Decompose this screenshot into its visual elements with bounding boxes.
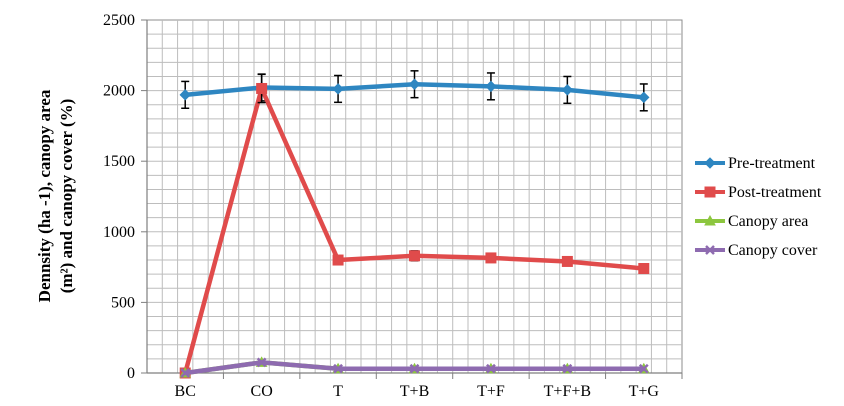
data-point (180, 368, 191, 378)
legend-swatch-marker (704, 157, 716, 169)
data-point (485, 252, 497, 264)
marker-stroke (705, 245, 715, 255)
y-tick-label: 2500 (103, 12, 135, 29)
x-tick-label: T+B (400, 383, 429, 400)
data-point (638, 263, 650, 275)
series-canopy-cover (180, 357, 649, 378)
marker-stroke (486, 363, 496, 374)
legend-label: Pre-treatment (728, 155, 816, 172)
data-point (408, 78, 421, 90)
marker-stroke (638, 363, 649, 374)
marker-stroke (333, 363, 343, 374)
legend-item-canopy-area: Canopy area (695, 213, 808, 230)
data-point (638, 91, 650, 104)
data-point (561, 84, 574, 96)
data-point (486, 363, 496, 374)
data-point (561, 255, 573, 267)
x-tick-label: CO (251, 383, 273, 400)
data-point (256, 82, 268, 94)
data-point (333, 363, 343, 374)
series-layer (179, 70, 650, 379)
y-axis-label-line1: Dennsity (ha -1), canopy area (35, 89, 54, 302)
marker-stroke (180, 368, 191, 378)
y-tick-labels: 0 500 1000 1500 2000 2500 (103, 12, 135, 382)
legend-item-pre-treatment: Pre-treatment (695, 155, 816, 172)
x-tick-label: T+G (629, 383, 660, 400)
x-tick-labels: BC CO T T+B T+F T+F+B T+G (175, 383, 660, 400)
data-point (638, 363, 649, 374)
data-point (332, 83, 344, 95)
axes (141, 19, 683, 379)
data-point (562, 363, 573, 374)
y-tick-label: 1500 (103, 153, 135, 170)
y-tick-label: 500 (111, 294, 135, 311)
data-point (485, 80, 497, 93)
y-axis-label-line2: (m²) and canopy cover (%) (57, 99, 76, 294)
legend: Pre-treatment Post-treatment Canopy area Ca… (695, 155, 822, 259)
legend-label: Canopy cover (728, 242, 818, 259)
x-tick-label: BC (175, 383, 196, 400)
legend-item-canopy-cover: Canopy cover (695, 242, 818, 259)
x-tick-label: T+F+B (544, 383, 591, 400)
legend-item-post-treatment: Post-treatment (695, 184, 822, 201)
marker-stroke (409, 363, 420, 374)
data-point (409, 363, 420, 374)
data-point (256, 357, 267, 368)
series-post-treatment (179, 73, 650, 379)
data-point (332, 254, 344, 266)
legend-swatch-marker (705, 245, 715, 255)
legend-label: Post-treatment (728, 184, 822, 201)
marker-stroke (256, 357, 267, 368)
legend-label: Canopy area (728, 213, 808, 230)
x-tick-label: T (333, 383, 343, 400)
y-tick-label: 1000 (103, 224, 135, 241)
x-tick-label: T+F (477, 383, 505, 400)
marker-stroke (562, 363, 573, 374)
y-tick-label: 0 (127, 365, 135, 382)
y-tick-label: 2000 (103, 83, 135, 100)
data-point (409, 250, 420, 262)
data-point (179, 89, 191, 101)
legend-swatch-marker (704, 214, 716, 226)
legend-swatch-marker (704, 186, 716, 198)
